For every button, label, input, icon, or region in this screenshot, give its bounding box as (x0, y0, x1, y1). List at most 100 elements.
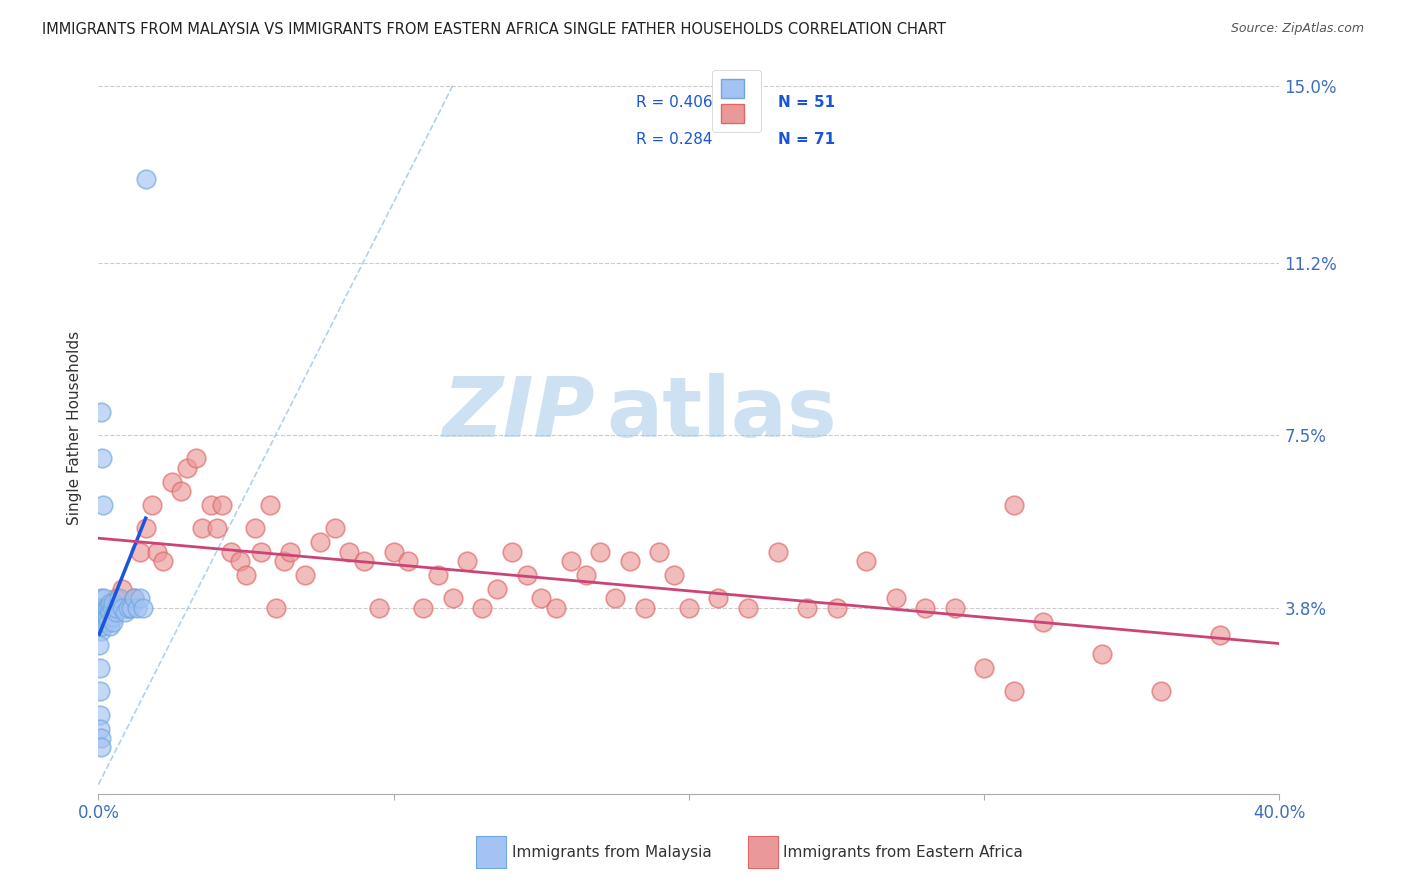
Point (280, 544, 302, 558)
Point (176, 460, 198, 475)
Text: atlas: atlas (606, 373, 837, 454)
Point (412, 600, 434, 615)
Point (90, 405, 112, 419)
Point (664, 568, 686, 582)
Point (1150, 684, 1173, 698)
Point (516, 568, 538, 582)
Point (91, 498, 114, 512)
Point (273, 554, 295, 568)
Point (943, 600, 966, 615)
Text: N = 71: N = 71 (778, 132, 835, 147)
Point (97, 615, 120, 629)
Point (884, 591, 907, 606)
Point (122, 591, 145, 606)
Bar (748, 837, 778, 869)
Point (294, 568, 316, 582)
Point (184, 451, 207, 466)
Point (1002, 684, 1025, 698)
Point (243, 521, 266, 535)
Point (162, 475, 183, 489)
Point (103, 615, 125, 629)
Point (117, 600, 139, 615)
Point (89, 661, 111, 675)
Point (648, 544, 671, 558)
Point (90, 610, 112, 624)
Point (98, 605, 121, 619)
Point (825, 600, 848, 615)
Point (135, 521, 157, 535)
Point (200, 498, 222, 512)
Point (1002, 498, 1025, 512)
Point (93, 605, 115, 619)
Point (205, 521, 228, 535)
Point (90, 600, 112, 615)
Point (90, 740, 112, 755)
Point (120, 600, 142, 615)
Point (973, 661, 995, 675)
Point (105, 605, 128, 619)
Point (575, 568, 598, 582)
Point (427, 568, 450, 582)
Point (94, 600, 117, 615)
Point (122, 591, 145, 606)
Point (191, 521, 214, 535)
Legend: , : , (711, 70, 761, 132)
Point (471, 600, 494, 615)
Point (91, 451, 114, 466)
Bar (477, 837, 506, 869)
Point (546, 600, 568, 615)
Point (211, 498, 233, 512)
Point (353, 554, 375, 568)
Point (111, 600, 134, 615)
Point (91, 600, 114, 615)
Point (530, 591, 553, 606)
Point (339, 544, 361, 558)
Point (93, 610, 115, 624)
Point (97, 600, 120, 615)
Text: R = 0.406: R = 0.406 (636, 95, 713, 111)
Point (103, 596, 125, 610)
Point (170, 484, 193, 499)
Text: Immigrants from Eastern Africa: Immigrants from Eastern Africa (783, 845, 1024, 860)
Point (619, 554, 641, 568)
Point (1209, 628, 1232, 642)
Point (89, 638, 111, 652)
Text: Immigrants from Malaysia: Immigrants from Malaysia (512, 845, 711, 860)
Point (634, 600, 657, 615)
Point (501, 544, 523, 558)
Text: R = 0.284: R = 0.284 (636, 132, 713, 147)
Point (146, 544, 169, 558)
Point (796, 600, 818, 615)
Point (1091, 647, 1114, 661)
Point (457, 554, 479, 568)
Point (486, 582, 509, 596)
Point (93, 591, 115, 606)
Point (605, 591, 627, 606)
Y-axis label: Single Father Households: Single Father Households (67, 331, 83, 525)
Point (114, 605, 136, 619)
Text: ZIP: ZIP (441, 373, 595, 454)
Point (589, 544, 612, 558)
Point (96, 600, 118, 615)
Point (221, 544, 243, 558)
Point (152, 554, 174, 568)
Point (96, 610, 118, 624)
Point (89, 684, 111, 698)
Point (398, 554, 420, 568)
Point (128, 591, 150, 606)
Point (98, 619, 121, 633)
Point (264, 600, 287, 615)
Point (96, 610, 118, 624)
Point (90, 731, 112, 745)
Point (98, 596, 121, 610)
Point (91, 610, 114, 624)
Point (259, 498, 281, 512)
Point (89, 610, 111, 624)
Point (141, 498, 163, 512)
Point (1032, 615, 1054, 629)
Point (135, 172, 157, 186)
Point (132, 600, 155, 615)
Point (89, 615, 111, 629)
Point (117, 600, 139, 615)
Point (229, 554, 252, 568)
